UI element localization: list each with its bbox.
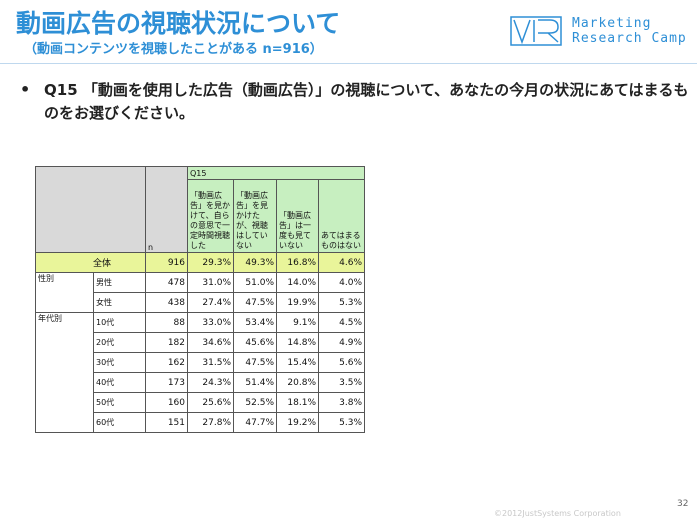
row-label: 男性 <box>93 272 146 293</box>
cell-value: 9.1% <box>276 312 319 333</box>
table-row: 50代 160 25.6% 52.5% 18.1% 3.8% <box>36 392 365 413</box>
option-header: 「動画広告」を見かけて、自らの意思で一定時間視聴した <box>187 179 234 253</box>
row-label: 女性 <box>93 292 146 313</box>
row-label: 20代 <box>93 332 146 353</box>
table-row: 30代 162 31.5% 47.5% 15.4% 5.6% <box>36 352 365 373</box>
cell-value: 19.2% <box>276 412 319 433</box>
cell-value: 31.5% <box>187 352 234 373</box>
n-header: n <box>145 166 188 253</box>
n-label: n <box>148 243 154 252</box>
page-number: 32 <box>677 499 689 509</box>
cell-value: 47.5% <box>233 292 277 313</box>
table-row: 女性 438 27.4% 47.5% 19.9% 5.3% <box>36 292 365 313</box>
cell-value: 15.4% <box>276 352 319 373</box>
cell-n: 182 <box>145 332 188 353</box>
table-row: 40代 173 24.3% 51.4% 20.8% 3.5% <box>36 372 365 393</box>
logo-text: Marketing Research Camp <box>572 16 687 46</box>
cell-n: 478 <box>145 272 188 293</box>
q-label: Q15 <box>190 168 207 178</box>
q-header: Q15 <box>187 166 365 180</box>
table-row: 60代 151 27.8% 47.7% 19.2% 5.3% <box>36 412 365 433</box>
page-title: 動画広告の視聴状況について <box>16 9 341 38</box>
cell-n: 162 <box>145 352 188 373</box>
table-row: 20代 182 34.6% 45.6% 14.8% 4.9% <box>36 332 365 353</box>
question-bullet: • <box>20 80 31 99</box>
corner-header <box>35 166 146 253</box>
cell-value: 5.6% <box>318 352 365 373</box>
cell-value: 19.9% <box>276 292 319 313</box>
cell-value: 25.6% <box>187 392 234 413</box>
cell-value: 3.5% <box>318 372 365 393</box>
table-row-total: 全体 916 29.3% 49.3% 16.8% 4.6% <box>35 252 365 273</box>
cell-value: 14.0% <box>276 272 319 293</box>
cell-value: 51.0% <box>233 272 277 293</box>
cell-n: 88 <box>145 312 188 333</box>
copyright-text: ©2012JustSystems Corporation <box>494 509 621 518</box>
row-label: 50代 <box>93 392 146 413</box>
group-label-age: 年代別 <box>35 312 94 433</box>
cell-value: 47.7% <box>233 412 277 433</box>
cell-value: 4.5% <box>318 312 365 333</box>
cell-value: 27.4% <box>187 292 234 313</box>
cell-value: 51.4% <box>233 372 277 393</box>
row-label: 10代 <box>93 312 146 333</box>
crosstab-table: n Q15 「動画広告」を見かけて、自らの意思で一定時間視聴した 「動画広告」を… <box>35 166 365 433</box>
cell-n: 173 <box>145 372 188 393</box>
cell-n: 916 <box>145 252 188 273</box>
row-label: 30代 <box>93 352 146 373</box>
cell-value: 4.9% <box>318 332 365 353</box>
cell-value: 20.8% <box>276 372 319 393</box>
question-text: Q15 「動画を使用した広告（動画広告）」の視聴について、あなたの今月の状況にあ… <box>44 81 689 122</box>
cell-value: 45.6% <box>233 332 277 353</box>
cell-value: 24.3% <box>187 372 234 393</box>
row-label: 40代 <box>93 372 146 393</box>
page-subtitle: （動画コンテンツを視聴したことがある n=916） <box>24 42 323 57</box>
cell-n: 151 <box>145 412 188 433</box>
cell-value: 4.6% <box>318 252 365 273</box>
cell-value: 29.3% <box>187 252 234 273</box>
cell-value: 52.5% <box>233 392 277 413</box>
logo: Marketing Research Camp <box>510 16 697 48</box>
cell-value: 53.4% <box>233 312 277 333</box>
row-label-total: 全体 <box>35 252 146 273</box>
option-header: 「動画広告」を見かけたが、視聴はしていない <box>233 179 277 253</box>
option-header: 「動画広告」は一度も見ていない <box>276 179 319 253</box>
cell-value: 34.6% <box>187 332 234 353</box>
cell-value: 27.8% <box>187 412 234 433</box>
cell-value: 5.3% <box>318 412 365 433</box>
table-row: 性別 男性 478 31.0% 51.0% 14.0% 4.0% <box>35 272 365 313</box>
logo-mark-icon <box>510 16 562 46</box>
cell-value: 3.8% <box>318 392 365 413</box>
cell-value: 49.3% <box>233 252 277 273</box>
cell-value: 4.0% <box>318 272 365 293</box>
cell-value: 16.8% <box>276 252 319 273</box>
cell-n: 438 <box>145 292 188 313</box>
cell-value: 47.5% <box>233 352 277 373</box>
logo-line1: Marketing <box>572 16 652 31</box>
cell-value: 31.0% <box>187 272 234 293</box>
cell-value: 14.8% <box>276 332 319 353</box>
header-rule <box>0 63 697 64</box>
row-label: 60代 <box>93 412 146 433</box>
group-label-gender: 性別 <box>35 272 94 313</box>
cell-value: 33.0% <box>187 312 234 333</box>
option-header: あてはまるものはない <box>318 179 365 253</box>
table-row: 年代別 10代 88 33.0% 53.4% 9.1% 4.5% <box>35 312 365 433</box>
cell-value: 18.1% <box>276 392 319 413</box>
cell-value: 5.3% <box>318 292 365 313</box>
cell-n: 160 <box>145 392 188 413</box>
logo-line2: Research Camp <box>572 31 687 46</box>
